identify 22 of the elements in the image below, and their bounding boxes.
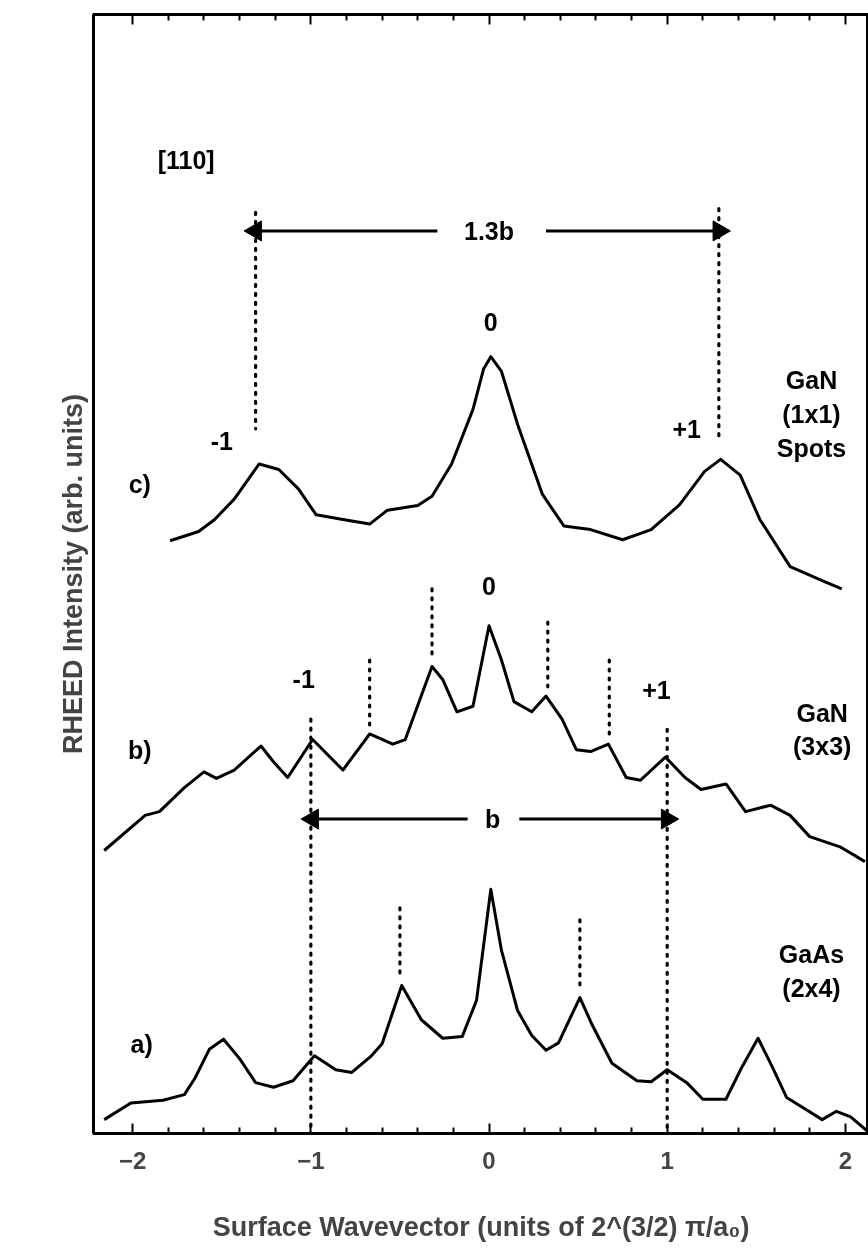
x-tick-label: 1 — [660, 1146, 674, 1174]
annotation: +1 — [642, 675, 671, 704]
annotation: c) — [128, 470, 151, 499]
annotation: GaN (3x3) — [793, 698, 852, 761]
annotation: b) — [128, 735, 152, 764]
x-tick-label: 2 — [838, 1146, 853, 1174]
x-tick-label: −2 — [119, 1146, 147, 1174]
annotation: b — [484, 805, 501, 834]
text: [110] — [157, 145, 215, 174]
annotation: GaN (1x1) Spots — [776, 366, 847, 462]
annotation: 0 — [483, 307, 498, 336]
annotation: GaAs (2x4) — [778, 939, 845, 1002]
annotation: -1 — [292, 665, 315, 694]
annotation: -1 — [210, 426, 233, 455]
annotation: 0 — [482, 572, 496, 601]
annotation: +1 — [672, 414, 702, 443]
x-axis-title: Surface Wavevector (units of 2^(3/2) π/a₀) — [212, 1211, 750, 1242]
x-tick-label: −1 — [297, 1146, 325, 1174]
x-tick-label: 0 — [482, 1146, 496, 1174]
y-axis-title: RHEED Intensity (arb. units) — [57, 393, 88, 755]
annotation: a) — [130, 1029, 153, 1058]
annotation: 1.3b — [464, 216, 515, 245]
